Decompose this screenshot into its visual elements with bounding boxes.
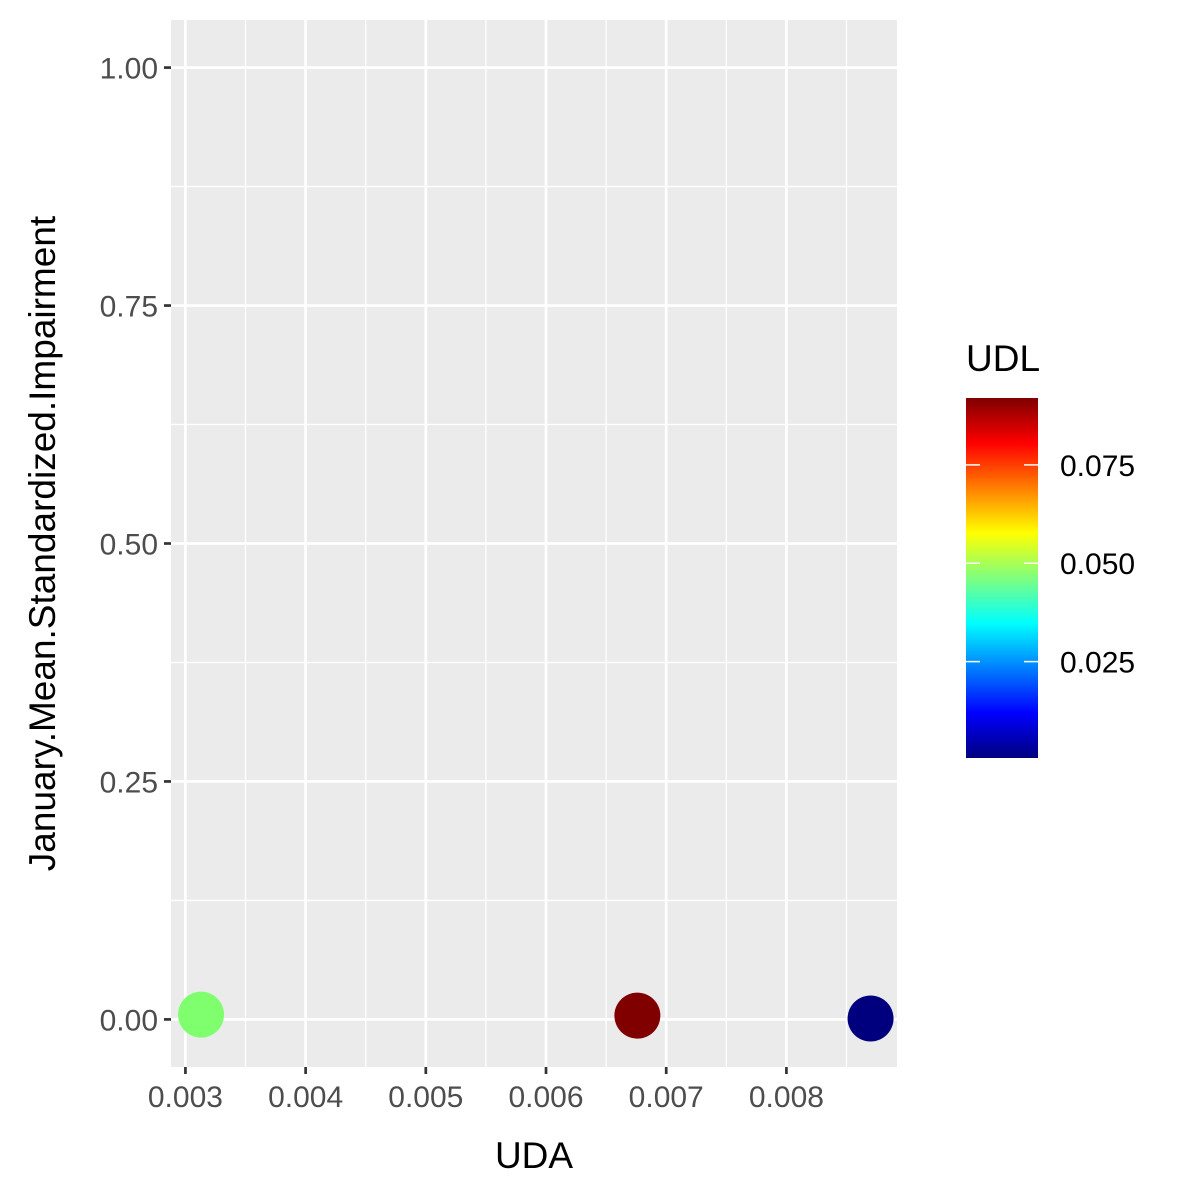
colorbar-tick-label: 0.075 xyxy=(1060,450,1135,483)
colorbar-legend: UDL 0.025 0.050 0.075 xyxy=(966,338,1135,758)
data-point xyxy=(614,992,661,1039)
colorbar xyxy=(966,398,1038,758)
data-points xyxy=(178,991,894,1042)
y-tick-label: 1.00 xyxy=(100,53,158,86)
x-tick-label: 0.008 xyxy=(749,1081,824,1114)
x-tick-label: 0.007 xyxy=(629,1081,704,1114)
x-tick-label: 0.003 xyxy=(148,1081,223,1114)
y-axis-title: January.Mean.Standardized.Impairment xyxy=(22,215,63,871)
x-tick-label: 0.006 xyxy=(508,1081,583,1114)
colorbar-ticks: 0.025 0.050 0.075 xyxy=(966,450,1135,680)
y-tick-label: 0.25 xyxy=(100,766,158,799)
x-tick-label: 0.005 xyxy=(388,1081,463,1114)
data-point xyxy=(178,991,225,1038)
x-axis: 0.003 0.004 0.005 0.006 0.007 0.008 xyxy=(148,1067,824,1114)
y-tick-label: 0.75 xyxy=(100,291,158,324)
colorbar-tick-label: 0.025 xyxy=(1060,647,1135,680)
y-axis: 0.00 0.25 0.50 0.75 1.00 xyxy=(100,53,171,1037)
y-tick-label: 0.00 xyxy=(100,1004,158,1037)
x-axis-title: UDA xyxy=(495,1135,573,1176)
colorbar-tick-label: 0.050 xyxy=(1060,548,1135,581)
y-tick-label: 0.50 xyxy=(100,529,158,562)
legend-title: UDL xyxy=(966,338,1040,379)
x-tick-label: 0.004 xyxy=(268,1081,343,1114)
major-grid xyxy=(171,20,897,1067)
data-point xyxy=(847,995,894,1042)
